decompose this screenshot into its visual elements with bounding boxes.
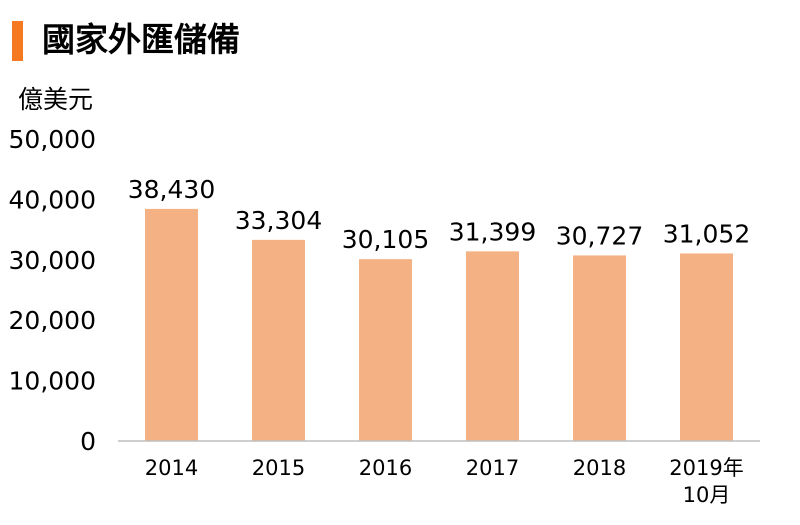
x-tick-label: 2018 xyxy=(573,456,626,480)
data-label: 38,430 xyxy=(128,175,215,204)
title-accent-bar xyxy=(12,21,23,61)
bar xyxy=(466,251,519,441)
bar xyxy=(145,208,198,441)
y-tick-label: 10,000 xyxy=(9,367,96,396)
y-tick-label: 20,000 xyxy=(9,306,96,335)
data-label: 31,399 xyxy=(449,217,536,246)
y-tick-label: 50,000 xyxy=(9,125,96,154)
bar xyxy=(359,259,412,441)
x-tick-label: 2015 xyxy=(252,456,305,480)
data-label: 30,727 xyxy=(556,221,643,250)
y-tick-label: 0 xyxy=(80,427,96,456)
y-axis-unit-label: 億美元 xyxy=(18,85,94,114)
y-tick-label: 40,000 xyxy=(9,185,96,214)
data-label: 33,304 xyxy=(235,206,322,235)
y-tick-label: 30,000 xyxy=(9,246,96,275)
x-tick-label: 2016 xyxy=(359,456,412,480)
x-tick-label: 10月 xyxy=(683,483,731,507)
data-label: 31,052 xyxy=(663,219,750,248)
page-title: 國家外匯儲備 xyxy=(42,20,240,59)
data-label: 30,105 xyxy=(342,225,429,254)
x-tick-label: 2019年 xyxy=(669,456,743,480)
x-tick-label: 2017 xyxy=(466,456,519,480)
bar xyxy=(252,239,305,441)
bar xyxy=(573,255,626,441)
x-tick-label: 2014 xyxy=(145,456,198,480)
bar xyxy=(680,253,733,441)
